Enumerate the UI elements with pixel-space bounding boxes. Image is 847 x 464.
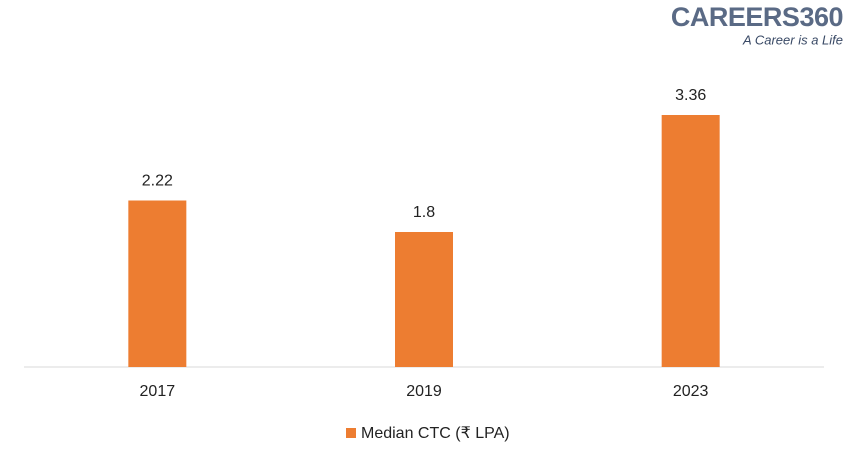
bar: [395, 232, 453, 367]
x-tick-label: 2017: [140, 383, 176, 400]
logo: CAREERS360: [671, 2, 843, 32]
legend-label: Median CTC (₹ LPA): [361, 425, 510, 442]
data-label: 1.8: [413, 204, 435, 221]
legend-swatch: [346, 428, 356, 438]
bar: [128, 200, 187, 367]
x-tick-label: 2019: [406, 383, 442, 400]
data-label: 2.22: [142, 173, 173, 190]
x-tick-label: 2023: [673, 383, 709, 400]
logo-tagline: A Career is a Life: [742, 32, 843, 47]
data-label: 3.36: [675, 87, 706, 104]
bar: [661, 115, 720, 367]
